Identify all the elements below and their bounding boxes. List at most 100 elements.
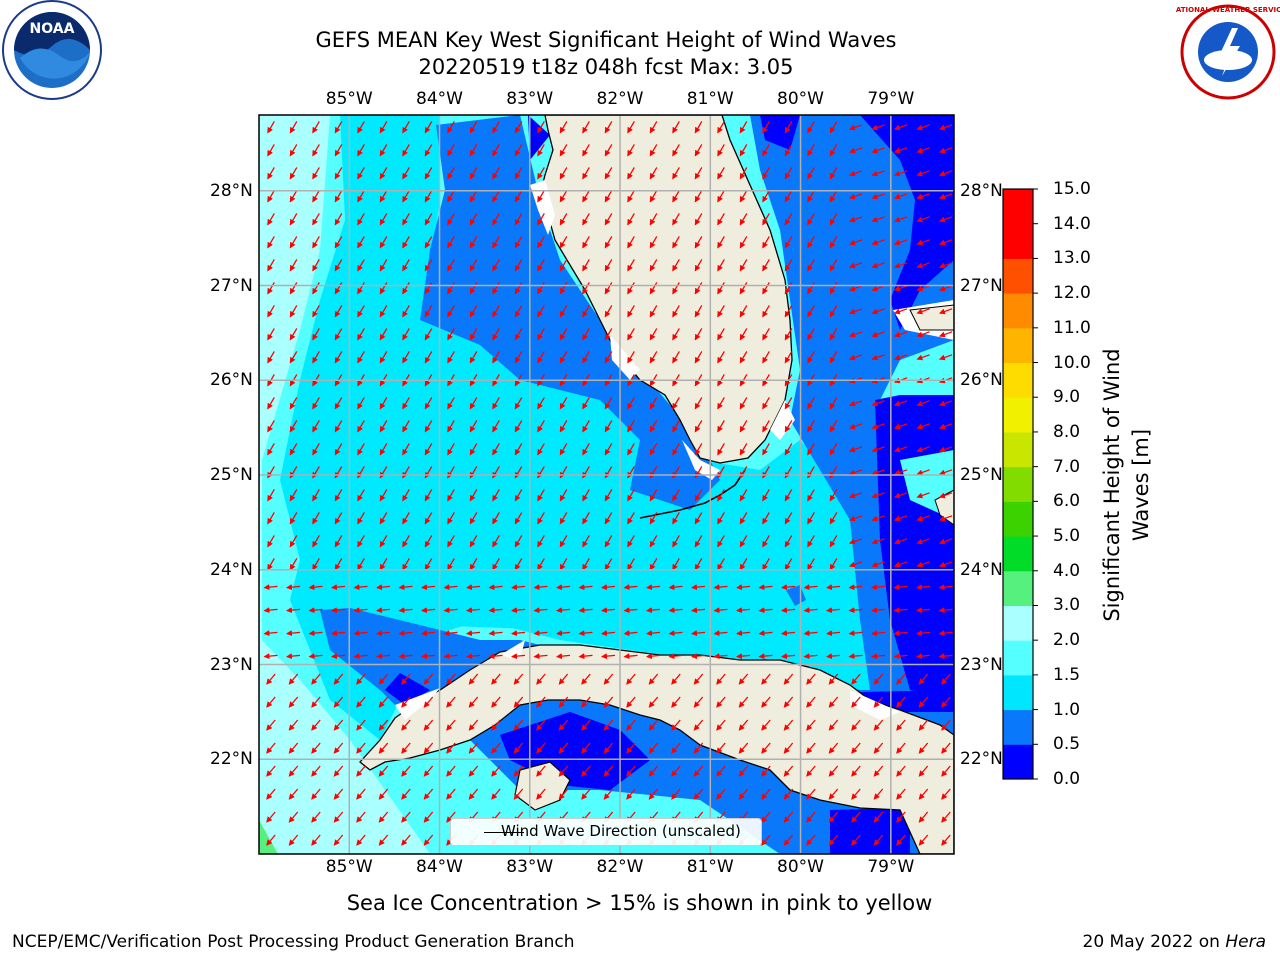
wind-wave-arrow bbox=[582, 558, 590, 571]
wind-wave-arrow bbox=[401, 788, 411, 800]
wind-wave-arrow bbox=[604, 236, 613, 249]
wind-wave-arrow bbox=[514, 144, 523, 157]
wind-wave-arrow bbox=[331, 584, 346, 591]
colorbar bbox=[1003, 188, 1038, 780]
wind-wave-arrow bbox=[646, 584, 661, 591]
wind-wave-arrow bbox=[447, 397, 455, 410]
wind-wave-arrow bbox=[402, 558, 410, 571]
wind-wave-arrow bbox=[469, 121, 478, 134]
wind-wave-arrow bbox=[601, 653, 616, 660]
wind-wave-arrow bbox=[784, 305, 793, 318]
wind-wave-arrow bbox=[289, 213, 298, 226]
wind-wave-arrow bbox=[357, 328, 365, 341]
wind-wave-arrow bbox=[649, 259, 658, 272]
wind-wave-arrow bbox=[469, 236, 478, 249]
wind-wave-arrow bbox=[873, 696, 884, 708]
wind-wave-arrow bbox=[424, 236, 433, 249]
wind-wave-arrow bbox=[537, 190, 545, 203]
wind-wave-arrow bbox=[717, 512, 725, 525]
wind-wave-arrow bbox=[312, 489, 320, 502]
wind-wave-arrow bbox=[288, 719, 299, 731]
footer-date-text: 20 May 2022 on bbox=[1082, 932, 1226, 952]
colorbar-segment bbox=[1003, 501, 1033, 537]
colorbar-tick-label: 0.5 bbox=[1053, 734, 1081, 755]
wind-wave-arrow bbox=[447, 420, 455, 433]
wind-wave-arrow bbox=[627, 489, 635, 502]
wind-wave-arrow bbox=[514, 305, 523, 318]
wind-wave-arrow bbox=[693, 673, 704, 685]
wind-wave-arrow bbox=[423, 765, 434, 777]
wind-wave-arrow bbox=[357, 512, 365, 525]
wind-wave-arrow bbox=[357, 443, 365, 456]
wind-wave-arrow bbox=[893, 239, 908, 246]
wind-wave-arrow bbox=[356, 696, 366, 708]
lon-label-top: 82°W bbox=[596, 89, 644, 109]
wind-wave-arrow bbox=[672, 535, 680, 548]
wind-wave-arrow bbox=[672, 259, 680, 272]
wind-wave-arrow bbox=[559, 558, 568, 571]
wind-wave-arrow bbox=[893, 446, 908, 453]
wind-wave-arrow bbox=[851, 719, 861, 731]
wind-wave-arrow bbox=[758, 607, 773, 614]
wind-wave-arrow bbox=[601, 630, 616, 637]
wind-wave-arrow bbox=[582, 213, 590, 226]
wind-wave-arrow bbox=[807, 397, 815, 410]
wind-wave-arrow bbox=[286, 630, 301, 637]
wind-wave-arrow bbox=[806, 719, 816, 731]
wind-wave-arrow bbox=[873, 811, 884, 823]
wind-wave-arrow bbox=[559, 489, 568, 502]
wind-wave-arrow bbox=[623, 653, 638, 660]
wind-wave-arrow bbox=[353, 630, 368, 637]
wind-wave-arrow bbox=[896, 834, 906, 846]
wind-wave-arrow bbox=[738, 765, 749, 777]
wind-wave-arrow bbox=[267, 259, 275, 272]
wind-wave-arrow bbox=[626, 765, 636, 777]
wind-wave-arrow bbox=[806, 742, 816, 754]
wind-wave-arrow bbox=[717, 305, 725, 318]
wind-wave-arrow bbox=[333, 811, 344, 823]
wind-wave-arrow bbox=[511, 607, 526, 614]
wind-wave-arrow bbox=[379, 397, 388, 410]
wind-wave-arrow bbox=[762, 489, 770, 502]
wind-wave-arrow bbox=[873, 788, 884, 800]
wind-wave-arrow bbox=[379, 282, 388, 295]
wind-wave-arrow bbox=[916, 193, 930, 200]
wind-wave-arrow bbox=[514, 328, 523, 341]
wind-wave-arrow bbox=[582, 144, 590, 157]
wind-wave-arrow bbox=[694, 259, 703, 272]
wind-wave-arrow bbox=[848, 147, 863, 154]
wind-wave-arrow bbox=[492, 420, 500, 433]
wind-wave-arrow bbox=[357, 489, 365, 502]
wind-wave-arrow bbox=[492, 213, 500, 226]
wind-wave-arrow bbox=[267, 420, 275, 433]
wind-wave-arrow bbox=[289, 443, 298, 456]
wind-wave-arrow bbox=[311, 811, 321, 823]
wind-wave-arrow bbox=[356, 719, 366, 731]
wind-wave-arrow bbox=[401, 742, 411, 754]
wind-wave-arrow bbox=[941, 788, 951, 800]
wind-wave-arrow bbox=[312, 328, 320, 341]
wind-wave-arrow bbox=[713, 584, 728, 591]
wind-wave-arrow bbox=[402, 328, 410, 341]
wind-wave-arrow bbox=[716, 719, 726, 731]
nws-logo-text: NATIONAL WEATHER SERVICE bbox=[1176, 6, 1280, 14]
wind-wave-arrow bbox=[871, 630, 886, 637]
colorbar-segment bbox=[1003, 640, 1033, 676]
wind-wave-arrow bbox=[916, 469, 930, 476]
wind-wave-arrow bbox=[308, 584, 323, 591]
wind-wave-arrow bbox=[627, 420, 635, 433]
legend-line-icon bbox=[484, 832, 524, 833]
wind-wave-arrow bbox=[916, 262, 930, 269]
wind-wave-arrow bbox=[492, 558, 500, 571]
noaa-logo-text: NOAA bbox=[30, 21, 75, 37]
wind-wave-arrow bbox=[736, 607, 751, 614]
wind-wave-arrow bbox=[424, 397, 433, 410]
wind-wave-arrow bbox=[938, 331, 953, 338]
wind-wave-arrow bbox=[941, 811, 951, 823]
wind-wave-arrow bbox=[379, 190, 388, 203]
wind-wave-arrow bbox=[289, 236, 298, 249]
colorbar-tick-label: 6.0 bbox=[1053, 491, 1081, 512]
wind-wave-arrow bbox=[469, 144, 478, 157]
wind-wave-arrow bbox=[649, 167, 658, 180]
wind-wave-arrow bbox=[537, 144, 545, 157]
